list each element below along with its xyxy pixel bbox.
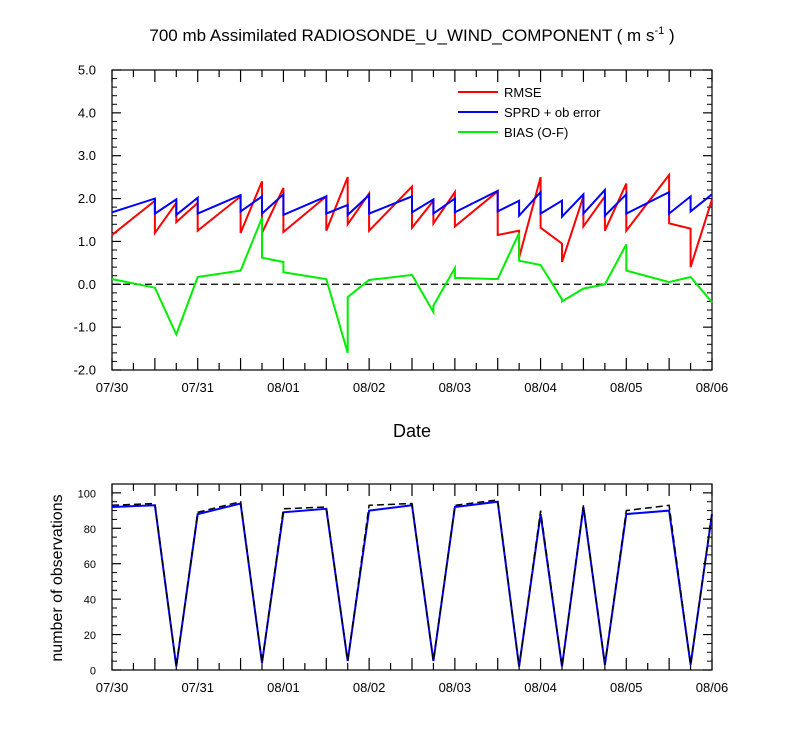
bottom-y-tick-label: 60	[84, 559, 96, 571]
top-y-tick-label: -2.0	[74, 363, 96, 378]
top-x-tick-label: 08/01	[267, 380, 300, 395]
top-x-tick-label: 07/31	[181, 380, 214, 395]
bottom-series-assimilated-observations	[111, 500, 713, 667]
top-y-tick-label: 2.0	[78, 191, 96, 206]
bottom-panel: 07/30 07/31 08/01 08/02 08/03 08/04 08/05 08/06…	[49, 483, 729, 695]
top-x-tick-label: 08/06	[696, 380, 729, 395]
top-x-tick-label: 08/02	[353, 380, 386, 395]
bottom-y-tick-label: 20	[84, 630, 96, 642]
top-series-bias-o-f	[111, 217, 713, 354]
chart-title-end: )	[664, 26, 674, 45]
top-y-tick-label: 3.0	[78, 148, 96, 163]
legend-label-sprd-ob-error: SPRD + ob error	[504, 105, 601, 120]
top-y-tick-label: 0.0	[78, 277, 96, 292]
top-x-tick-label: 08/04	[524, 380, 557, 395]
x-axis-label: Date	[393, 421, 431, 441]
top-y-tick-label: 4.0	[78, 105, 96, 120]
bottom-x-tick-label: 07/30	[96, 680, 129, 695]
bottom-x-tick-label: 08/06	[696, 680, 729, 695]
top-panel: 700 mb Assimilated RADIOSONDE_U_WIND_COM…	[74, 25, 729, 441]
bottom-y-tick-label: 0	[90, 666, 96, 678]
y-axis-label-observations: number of observations	[49, 494, 66, 661]
bottom-y-tick-label: 100	[78, 488, 96, 500]
bottom-x-tick-label: 07/31	[181, 680, 214, 695]
top-x-tick-label: 07/30	[96, 380, 129, 395]
bottom-y-tick-label: 40	[84, 595, 96, 607]
top-series-group	[111, 172, 713, 354]
bottom-y-tick-label: 80	[84, 524, 96, 536]
legend-label-bias-o-f: BIAS (O-F)	[504, 125, 568, 140]
top-y-tick-label: 5.0	[78, 63, 96, 78]
bottom-series-possible-observations	[111, 499, 713, 667]
bottom-axes: 07/30 07/31 08/01 08/02 08/03 08/04 08/05 08/06…	[78, 483, 729, 695]
top-y-tick-label: 1.0	[78, 234, 96, 249]
chart-title-text: 700 mb Assimilated RADIOSONDE_U_WIND_COM…	[149, 26, 654, 45]
bottom-x-tick-label: 08/04	[524, 680, 557, 695]
bottom-x-tick-label: 08/03	[439, 680, 472, 695]
bottom-x-tick-label: 08/02	[353, 680, 386, 695]
top-y-tick-label: -1.0	[74, 320, 96, 335]
top-x-tick-label: 08/03	[439, 380, 472, 395]
legend-label-rmse: RMSE	[504, 85, 542, 100]
chart-title-unit-superscript: -1	[654, 25, 664, 37]
top-legend: RMSE SPRD + ob error BIAS (O-F)	[458, 85, 601, 140]
top-x-tick-label: 08/05	[610, 380, 643, 395]
top-axes: 07/30 07/31 08/01 08/02 08/03 08/04 08/05 08/06…	[74, 63, 729, 396]
bottom-series-group	[111, 499, 713, 667]
chart-title: 700 mb Assimilated RADIOSONDE_U_WIND_COM…	[149, 25, 674, 45]
bottom-x-tick-label: 08/01	[267, 680, 300, 695]
bottom-x-tick-label: 08/05	[610, 680, 643, 695]
top-series-sprd-ob-error	[111, 187, 713, 220]
